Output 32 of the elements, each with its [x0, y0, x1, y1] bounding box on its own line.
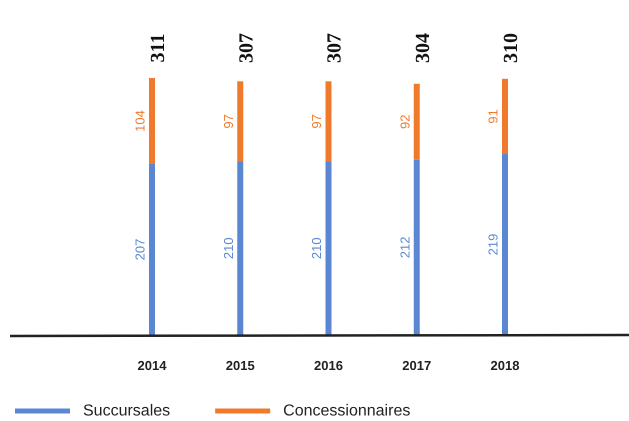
x-tick-label: 2017	[402, 358, 432, 373]
bar	[326, 161, 332, 335]
data-label: 104	[132, 110, 148, 132]
data-label: 207	[132, 238, 148, 260]
bar	[502, 78, 508, 154]
data-label: 219	[486, 234, 500, 256]
data-label: 91	[486, 109, 500, 124]
bar	[326, 81, 332, 162]
x-tick-label: 2016	[314, 358, 343, 373]
data-label: 212	[397, 236, 412, 258]
bar	[237, 161, 244, 335]
bar	[414, 84, 420, 160]
total-label: 304	[412, 33, 434, 63]
bar	[414, 160, 420, 335]
data-label: 97	[309, 114, 324, 129]
data-label: 210	[309, 237, 324, 260]
data-label: 97	[220, 114, 236, 129]
bar	[149, 78, 155, 164]
x-tick-label: 2014	[138, 358, 168, 373]
data-label: 210	[220, 237, 236, 260]
total-label: 310	[500, 33, 522, 63]
bar	[502, 154, 508, 335]
legend-label: Succursales	[83, 402, 170, 420]
x-tick-label: 2015	[226, 358, 255, 373]
total-label: 311	[147, 34, 169, 62]
total-label: 307	[235, 33, 258, 63]
total-label: 307	[324, 33, 346, 63]
data-label: 92	[397, 114, 412, 130]
bar	[149, 164, 155, 335]
x-tick-label: 2018	[490, 358, 520, 373]
bar	[237, 81, 244, 162]
legend-label: Concessionnaires	[283, 402, 410, 420]
